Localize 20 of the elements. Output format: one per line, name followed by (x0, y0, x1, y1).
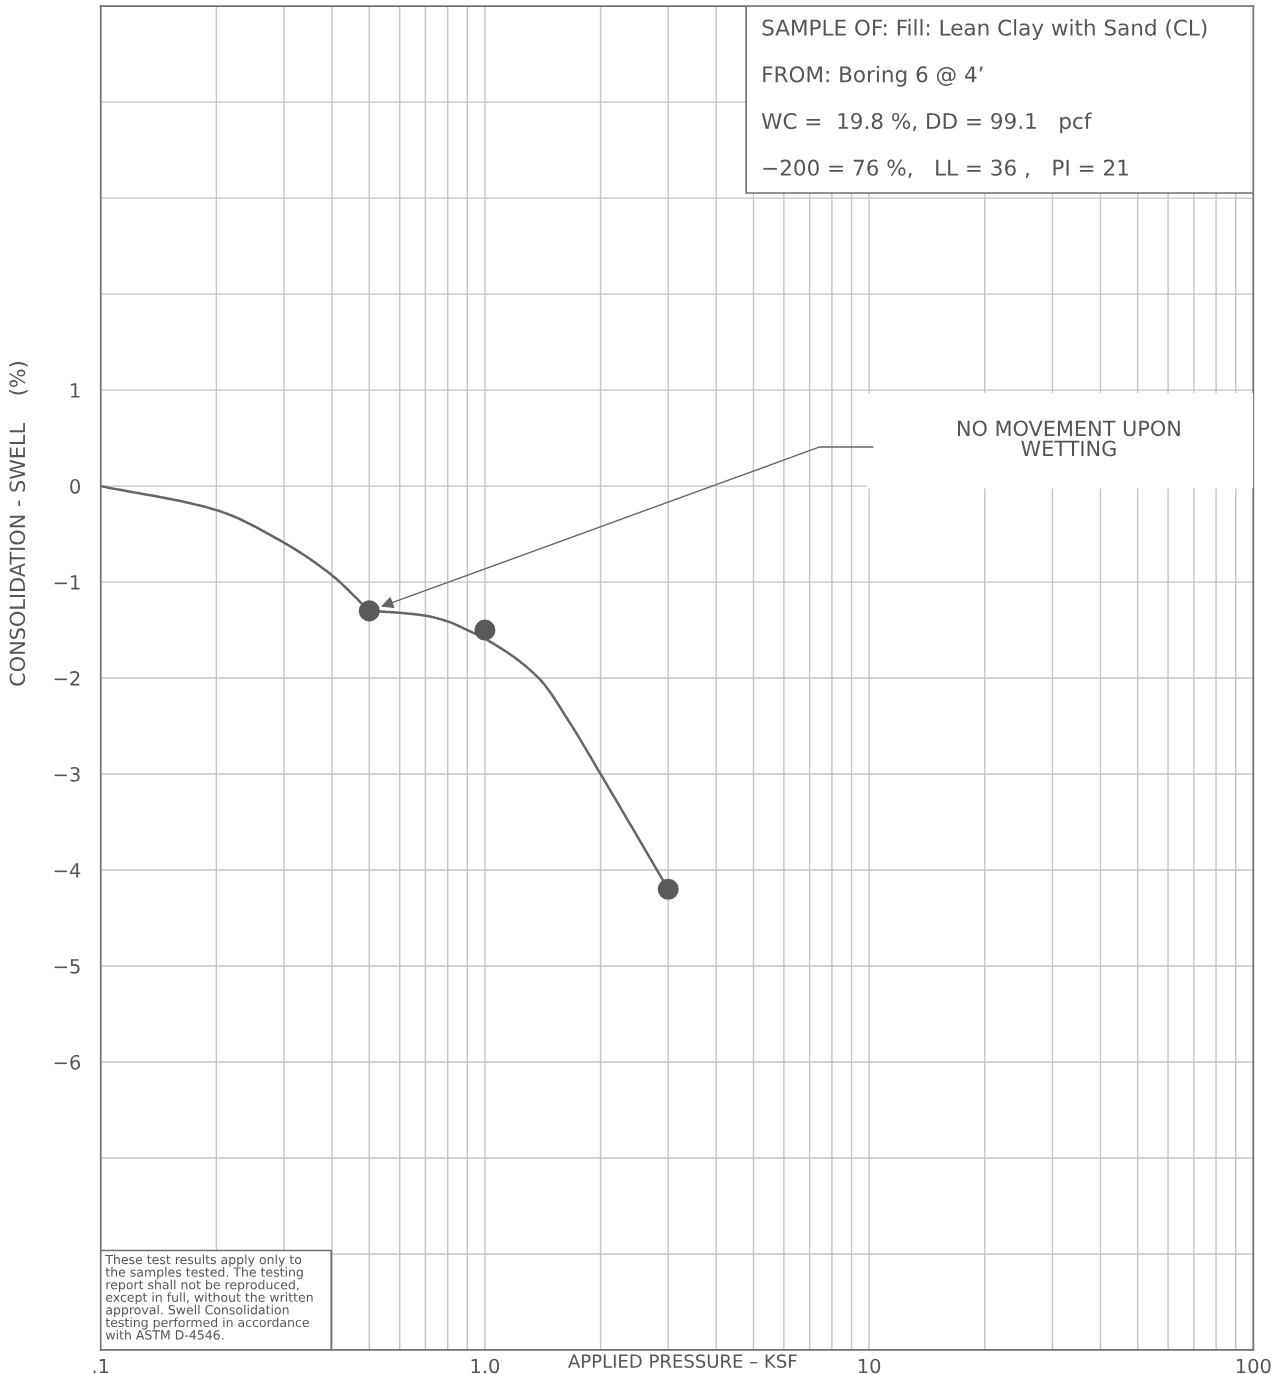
y-tick-label: −6 (54, 1054, 81, 1070)
annotation: These test results apply only to the samples tested. The testing report shall not be reproduced, except in full, without the written approval. Swell Consolidation testing performed in accordance with ASTM D-4546. (105, 1254, 313, 1340)
y-tick-label: 0 (70, 479, 80, 494)
annotation: FROM: Boring 6 @ 4’ (763, 65, 983, 87)
y-tick-label: −5 (54, 959, 80, 974)
annotation: WC = 19.8 %, DD = 99.1 pcf (761, 112, 1092, 134)
y-tick-label: −4 (54, 863, 81, 878)
y-tick-label: −2 (54, 671, 80, 686)
y-tick-label: −1 (54, 575, 80, 590)
annotation: NO MOVEMENT UPON WETTING (958, 420, 1180, 457)
x-tick-label: 100 (1236, 1358, 1271, 1374)
annotation: −200 = 76 %, LL = 36 , PI = 21 (763, 159, 1128, 179)
x-tick-label: .1 (93, 1358, 109, 1374)
x-tick-label: 10 (858, 1358, 881, 1374)
y-axis-title: CONSOLIDATION - SWELL (%) (9, 362, 28, 686)
y-tick-label: −3 (54, 767, 80, 782)
annotation: SAMPLE OF: Fill: Lean Clay with Sand (CL) (762, 19, 1207, 40)
y-tick-label: 1 (71, 383, 80, 398)
x-axis-title: APPLIED PRESSURE – KSF (568, 1354, 797, 1368)
x-tick-label: 1.0 (471, 1358, 500, 1374)
